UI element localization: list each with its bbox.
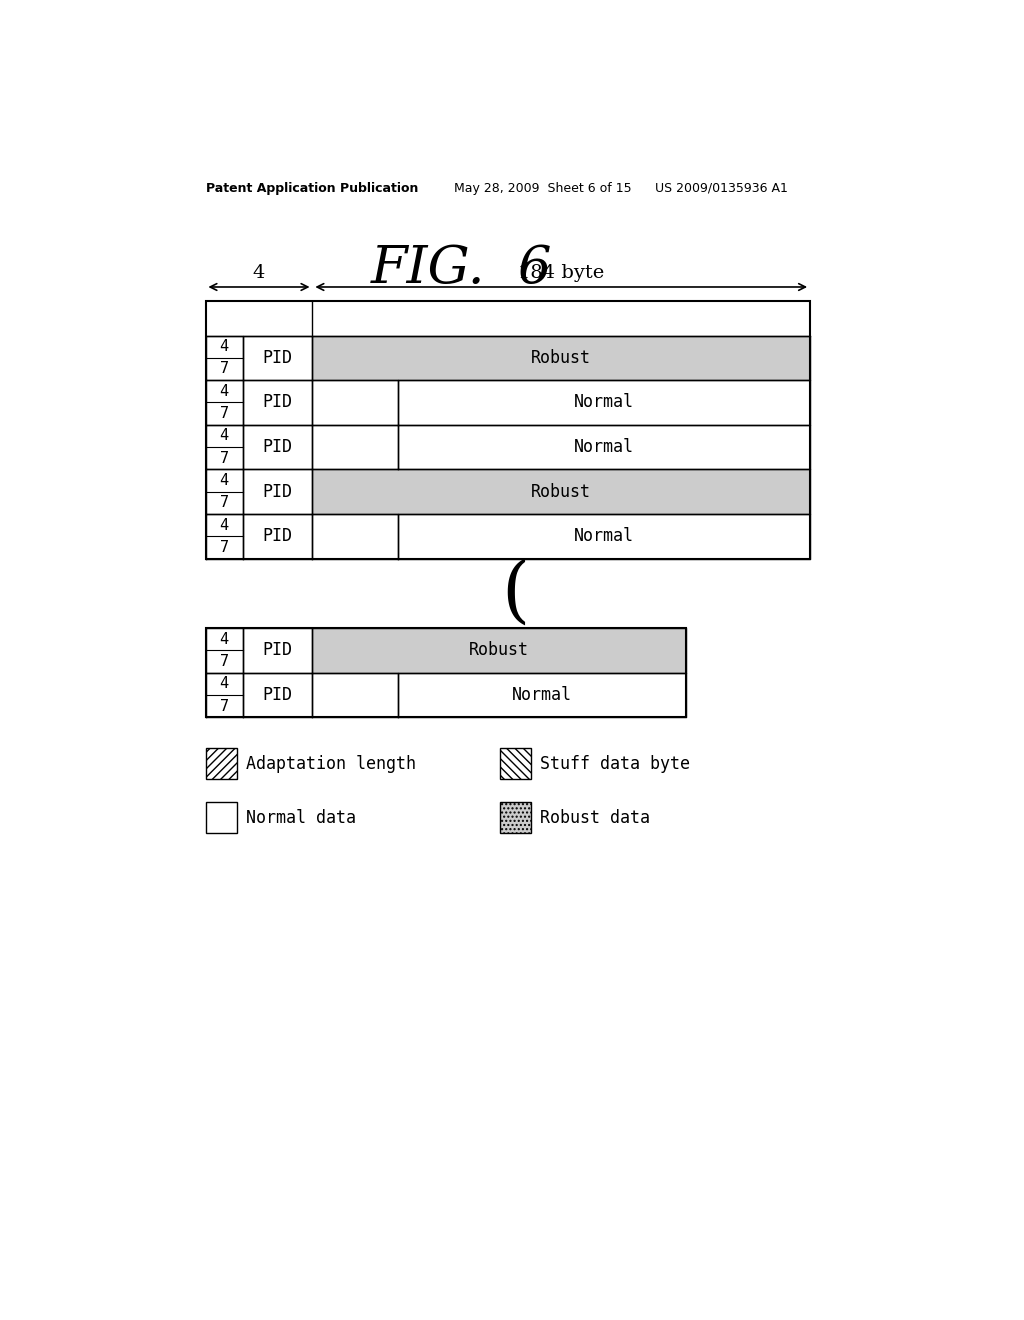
Text: 7: 7 [219, 407, 228, 421]
Text: 4: 4 [219, 473, 228, 488]
Text: Robust data: Robust data [541, 809, 650, 826]
Bar [206, 335, 243, 380]
Text: 7: 7 [219, 698, 228, 714]
Bar [397, 673, 686, 718]
Bar [206, 628, 686, 718]
Text: PID: PID [262, 483, 293, 500]
Bar [206, 515, 243, 558]
Text: 4: 4 [219, 339, 228, 354]
Bar [312, 673, 397, 718]
Text: Robust: Robust [531, 348, 591, 367]
Bar [312, 425, 397, 470]
Text: 7: 7 [219, 362, 228, 376]
Text: Normal data: Normal data [246, 809, 355, 826]
Bar [206, 673, 243, 718]
Bar [243, 425, 312, 470]
Bar [397, 515, 810, 558]
Text: Adaptation length: Adaptation length [246, 755, 416, 772]
Text: Normal: Normal [573, 393, 634, 412]
Bar [243, 673, 312, 718]
Text: 7: 7 [219, 655, 228, 669]
Bar [206, 425, 243, 470]
Text: Robust: Robust [469, 642, 529, 660]
Bar [243, 515, 312, 558]
Bar [397, 380, 810, 425]
Text: Normal: Normal [573, 528, 634, 545]
Text: US 2009/0135936 A1: US 2009/0135936 A1 [655, 182, 787, 194]
Text: Stuff data byte: Stuff data byte [541, 755, 690, 772]
Text: Patent Application Publication: Patent Application Publication [206, 182, 418, 194]
Text: 4: 4 [253, 264, 265, 282]
Bar [500, 748, 531, 779]
Text: PID: PID [262, 642, 293, 660]
Text: 4: 4 [219, 384, 228, 399]
Bar [206, 748, 237, 779]
Text: Normal: Normal [573, 438, 634, 457]
Text: May 28, 2009  Sheet 6 of 15: May 28, 2009 Sheet 6 of 15 [454, 182, 631, 194]
Text: (: ( [502, 558, 529, 628]
Text: 4: 4 [219, 676, 228, 692]
Bar [243, 380, 312, 425]
Bar [312, 515, 397, 558]
Text: PID: PID [262, 528, 293, 545]
Bar [312, 628, 686, 673]
Text: 7: 7 [219, 451, 228, 466]
Text: 4: 4 [219, 517, 228, 533]
Bar [500, 803, 531, 833]
Bar [206, 628, 243, 673]
Text: PID: PID [262, 348, 293, 367]
Text: 7: 7 [219, 540, 228, 556]
Bar [312, 335, 810, 380]
Text: 4: 4 [219, 429, 228, 444]
Bar [243, 335, 312, 380]
Bar [243, 470, 312, 515]
Text: 184 byte: 184 byte [518, 264, 604, 282]
Text: FIG.  6: FIG. 6 [371, 243, 552, 294]
Bar [206, 301, 810, 558]
Text: PID: PID [262, 393, 293, 412]
Bar [243, 628, 312, 673]
Bar [397, 425, 810, 470]
Bar [206, 470, 243, 515]
Bar [312, 380, 397, 425]
Text: PID: PID [262, 686, 293, 704]
Text: 7: 7 [219, 495, 228, 511]
Bar [206, 380, 243, 425]
Text: Normal: Normal [512, 686, 571, 704]
Bar [206, 803, 237, 833]
Bar [312, 470, 810, 515]
Text: PID: PID [262, 438, 293, 457]
Text: Robust: Robust [531, 483, 591, 500]
Text: 4: 4 [219, 632, 228, 647]
